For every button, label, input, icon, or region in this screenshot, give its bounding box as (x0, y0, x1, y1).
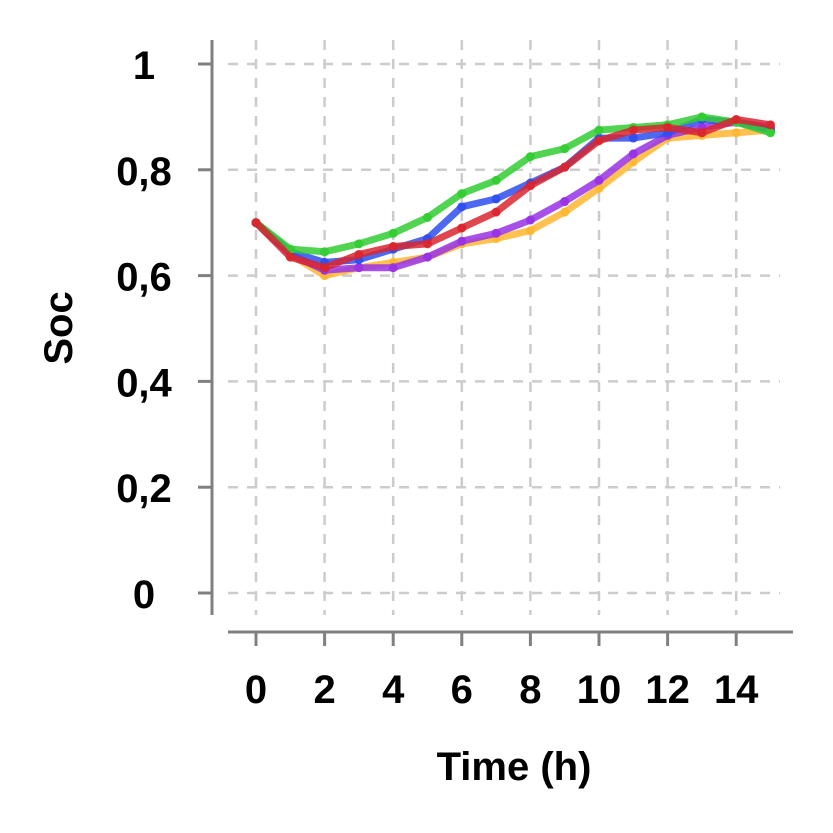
data-point (285, 252, 295, 262)
y-tick-label: 0,2 (116, 467, 172, 511)
y-tick-label: 0,8 (116, 150, 172, 194)
data-point (423, 252, 432, 262)
data-point (457, 223, 467, 233)
series-line (252, 116, 774, 272)
x-tick-label: 14 (714, 668, 759, 712)
data-point (423, 212, 432, 222)
data-point (594, 125, 604, 135)
axes (210, 40, 793, 634)
data-point (388, 242, 398, 252)
data-point (354, 263, 364, 273)
series-lines (251, 112, 775, 281)
data-point (457, 236, 467, 246)
data-point (491, 207, 501, 217)
data-point (560, 197, 570, 207)
series-line (252, 116, 774, 266)
x-tick-label: 4 (382, 668, 405, 712)
data-point (560, 162, 570, 172)
data-point (457, 189, 467, 199)
y-tick-label: 1 (133, 44, 155, 88)
x-tick-label: 6 (451, 668, 473, 712)
data-point (560, 144, 570, 154)
data-point (525, 152, 535, 162)
data-point (251, 218, 261, 228)
data-point (491, 194, 501, 204)
data-point (663, 122, 673, 132)
data-point (594, 136, 604, 146)
x-axis-title: Time (h) (437, 745, 592, 789)
x-tick-label: 0 (245, 668, 267, 712)
data-point (766, 120, 775, 130)
x-tick-label: 8 (519, 668, 541, 712)
data-point (731, 115, 741, 125)
data-point (457, 202, 467, 212)
x-tick-label: 12 (645, 668, 690, 712)
data-point (560, 207, 570, 217)
data-point (594, 175, 604, 185)
x-tick-label: 10 (577, 668, 622, 712)
x-tick-label: 2 (313, 668, 335, 712)
series-5 (251, 115, 775, 273)
data-point (388, 263, 398, 273)
data-point (320, 263, 330, 273)
data-point (766, 128, 775, 138)
series-line (252, 113, 774, 256)
data-point (628, 133, 638, 143)
data-point (320, 247, 330, 257)
data-point (594, 183, 604, 193)
data-point (697, 112, 707, 122)
data-point (525, 226, 535, 236)
data-point (354, 249, 364, 259)
data-point (628, 149, 638, 159)
data-point (388, 228, 398, 238)
data-point (697, 128, 707, 138)
data-point (525, 181, 535, 191)
y-axis-title: Soc (37, 291, 81, 364)
data-point (491, 228, 501, 238)
data-point (525, 215, 535, 225)
data-point (731, 128, 741, 138)
y-tick-label: 0,6 (116, 256, 172, 300)
y-tick-label: 0 (133, 573, 155, 617)
data-point (491, 175, 501, 185)
data-point (628, 125, 638, 135)
data-point (423, 239, 432, 249)
tick-labels: 00,20,40,60,810 2 4 6 8 10 12 14 (116, 44, 759, 712)
y-tick-label: 0,4 (116, 361, 172, 405)
data-point (354, 239, 364, 249)
